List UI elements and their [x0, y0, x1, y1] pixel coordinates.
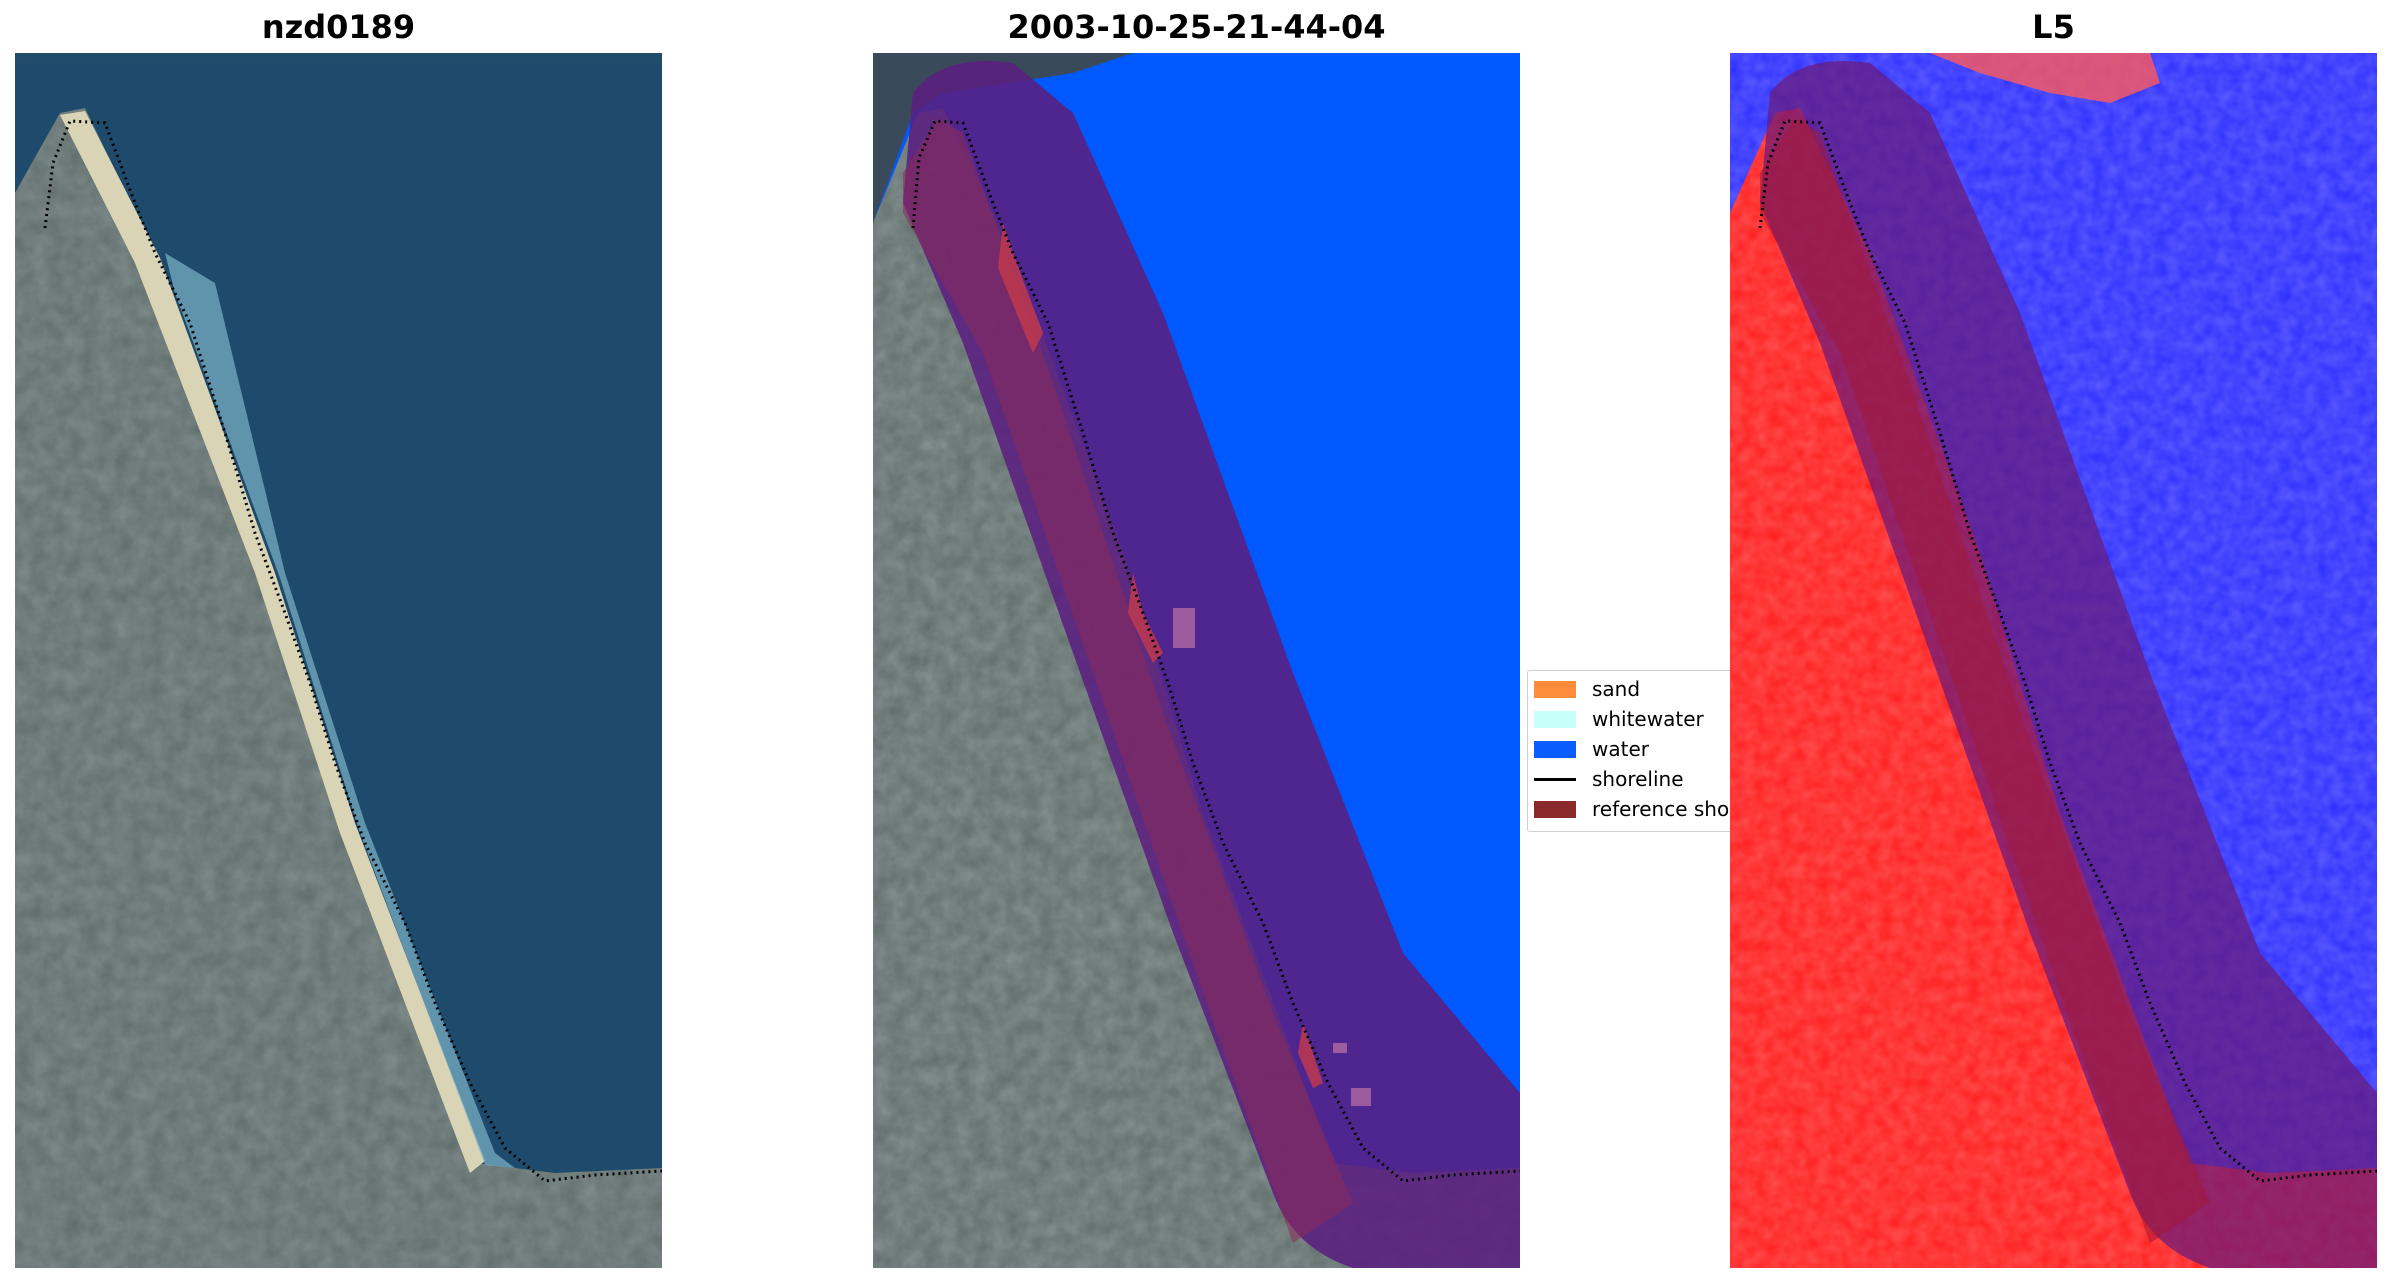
legend-item-sand: sand: [1534, 677, 1640, 701]
legend-label: water: [1592, 737, 1649, 761]
reference-buffer: [1760, 61, 2377, 1268]
legend-label: whitewater: [1592, 707, 1704, 731]
classified-image: [873, 53, 1520, 1268]
sand-class-patches: [998, 223, 1043, 353]
whitewater-zone: [165, 253, 515, 1168]
panel-title-index: L5: [2032, 8, 2075, 46]
whitewater-swatch: [1534, 710, 1576, 728]
sand-strip: [60, 111, 485, 1173]
legend-label: shoreline: [1592, 767, 1684, 791]
sand-swatch: [1534, 680, 1576, 698]
legend-item-water: water: [1534, 737, 1649, 761]
water-swatch: [1534, 740, 1576, 758]
rgb-image: [15, 53, 662, 1268]
legend-item-shoreline: shoreline: [1534, 767, 1684, 791]
legend-label: sand: [1592, 677, 1641, 701]
classified-image-panel: [873, 53, 1520, 1268]
rgb-image-panel: [15, 53, 662, 1268]
panel-title-classified: 2003-10-25-21-44-04: [1007, 8, 1386, 46]
index-image-panel: [1730, 53, 2377, 1268]
reference-buffer: [903, 61, 1520, 1268]
legend: sand whitewater water shoreline referenc…: [1527, 670, 1739, 832]
index-image: [1730, 53, 2377, 1268]
shoreline-line-swatch: [1534, 777, 1576, 781]
legend-label: reference shoreline buffer: [1592, 797, 1738, 821]
legend-item-whitewater: whitewater: [1534, 707, 1704, 731]
panel-title-rgb: nzd0189: [261, 8, 416, 46]
reference-swatch: [1534, 800, 1576, 818]
legend-item-reference-shoreline: reference shoreline buffer: [1534, 797, 1738, 821]
